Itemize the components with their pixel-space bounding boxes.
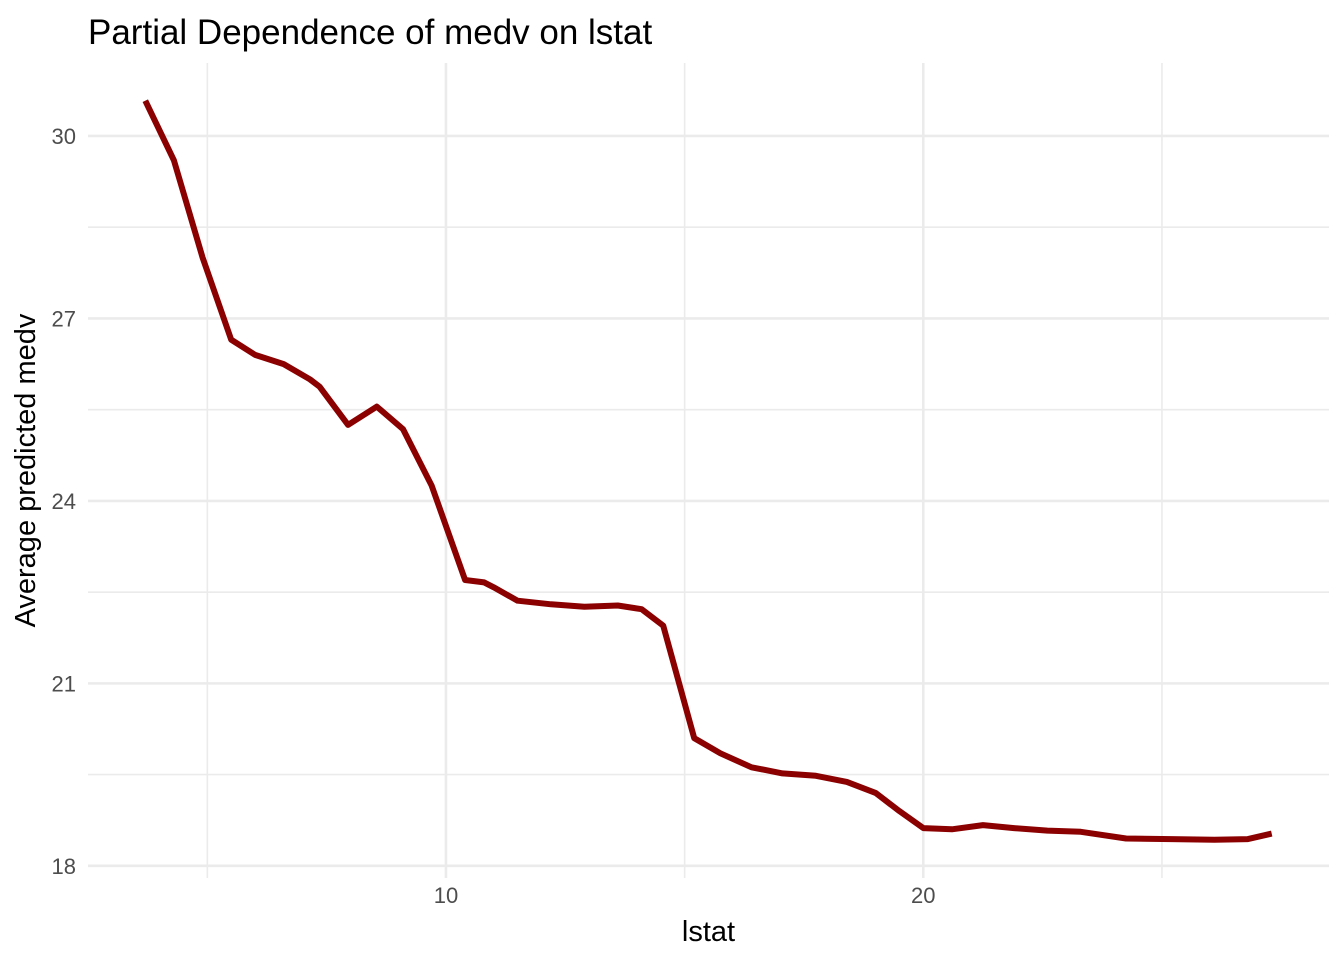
x-axis-title: lstat <box>681 916 736 948</box>
y-tick-label: 30 <box>52 124 76 149</box>
y-axis-title: Average predicted medv <box>10 313 42 628</box>
x-tick-label: 10 <box>434 883 458 908</box>
y-tick-label: 21 <box>52 671 76 696</box>
plot-title: Partial Dependence of medv on lstat <box>88 13 653 52</box>
y-tick-label: 27 <box>52 306 76 331</box>
pdp-line <box>142 99 1273 843</box>
y-tick-label: 18 <box>52 854 76 879</box>
x-tick-label: 20 <box>911 883 935 908</box>
y-tick-label: 24 <box>52 489 76 514</box>
